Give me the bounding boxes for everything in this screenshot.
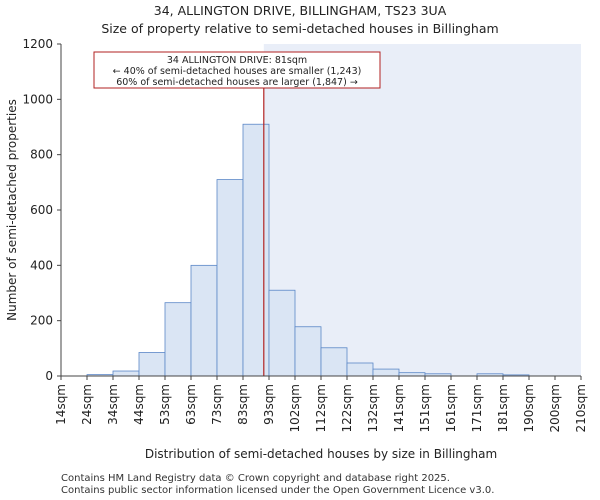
x-axis-label: Distribution of semi-detached houses by …: [145, 447, 497, 461]
footer-line-2: Contains public sector information licen…: [61, 485, 495, 496]
chart-title: 34, ALLINGTON DRIVE, BILLINGHAM, TS23 3U…: [153, 3, 447, 18]
x-tick-label: 171sqm: [470, 384, 484, 432]
x-tick-label: 34sqm: [106, 384, 120, 425]
bar-63sqm: [190, 264, 218, 377]
bar-93sqm: [268, 289, 296, 377]
x-tick-label: 210sqm: [574, 384, 588, 432]
axes-group: 0 200 400 600 800 1000 1200 14sqm 24sqm 34sqm 44sq…: [22, 37, 588, 432]
annotation-box: [93, 51, 381, 89]
x-tick-label: 53sqm: [158, 384, 172, 425]
bar-73sqm: [216, 179, 244, 377]
y-tick-label: 1000: [22, 92, 53, 106]
x-tick-label: 122sqm: [340, 384, 354, 432]
x-tick-label: 83sqm: [236, 384, 250, 425]
annotation-line-2: ← 40% of semi-detached houses are smalle…: [113, 66, 362, 77]
x-tick-label: 141sqm: [392, 384, 406, 432]
y-tick-label: 600: [30, 203, 53, 217]
x-tick-label: 161sqm: [444, 384, 458, 432]
bar-53sqm: [164, 302, 192, 377]
x-tick-label: 14sqm: [54, 384, 68, 425]
y-tick-label: 400: [30, 258, 53, 272]
y-tick-label: 0: [45, 369, 53, 383]
y-axis-label: Number of semi-detached properties: [5, 99, 19, 321]
highlight-shade: [263, 44, 581, 376]
bar-102sqm: [294, 326, 322, 377]
bar-112sqm: [320, 347, 348, 377]
x-tick-label: 44sqm: [132, 384, 146, 425]
x-tick-label: 190sqm: [522, 384, 536, 432]
x-tick-label: 63sqm: [184, 384, 198, 425]
y-tick-label: 1200: [22, 37, 53, 51]
bar-83sqm: [242, 123, 270, 377]
y-tick-label: 200: [30, 314, 53, 328]
bar-44sqm: [138, 352, 166, 377]
footer-line-1: Contains HM Land Registry data © Crown c…: [61, 473, 450, 484]
x-tick-label: 93sqm: [262, 384, 276, 425]
x-tick-label: 132sqm: [366, 384, 380, 432]
bar-132sqm: [372, 368, 400, 377]
x-tick-label: 24sqm: [80, 384, 94, 425]
x-tick-label: 151sqm: [418, 384, 432, 432]
bar-122sqm: [346, 362, 374, 377]
y-tick-label: 800: [30, 148, 53, 162]
bar-34sqm: [112, 370, 140, 377]
x-tick-label: 181sqm: [496, 384, 510, 432]
chart-subtitle: Size of property relative to semi-detach…: [101, 21, 499, 36]
annotation-line-1: 34 ALLINGTON DRIVE: 81sqm: [167, 55, 307, 66]
x-tick-label: 200sqm: [548, 384, 562, 432]
annotation: 34 ALLINGTON DRIVE: 81sqm ← 40% of semi-…: [93, 51, 381, 89]
annotation-line-3: 60% of semi-detached houses are larger (…: [116, 77, 358, 88]
x-tick-label: 73sqm: [210, 384, 224, 425]
x-tick-label: 112sqm: [314, 384, 328, 432]
bars-group: [86, 123, 530, 377]
x-tick-label: 102sqm: [288, 384, 302, 432]
